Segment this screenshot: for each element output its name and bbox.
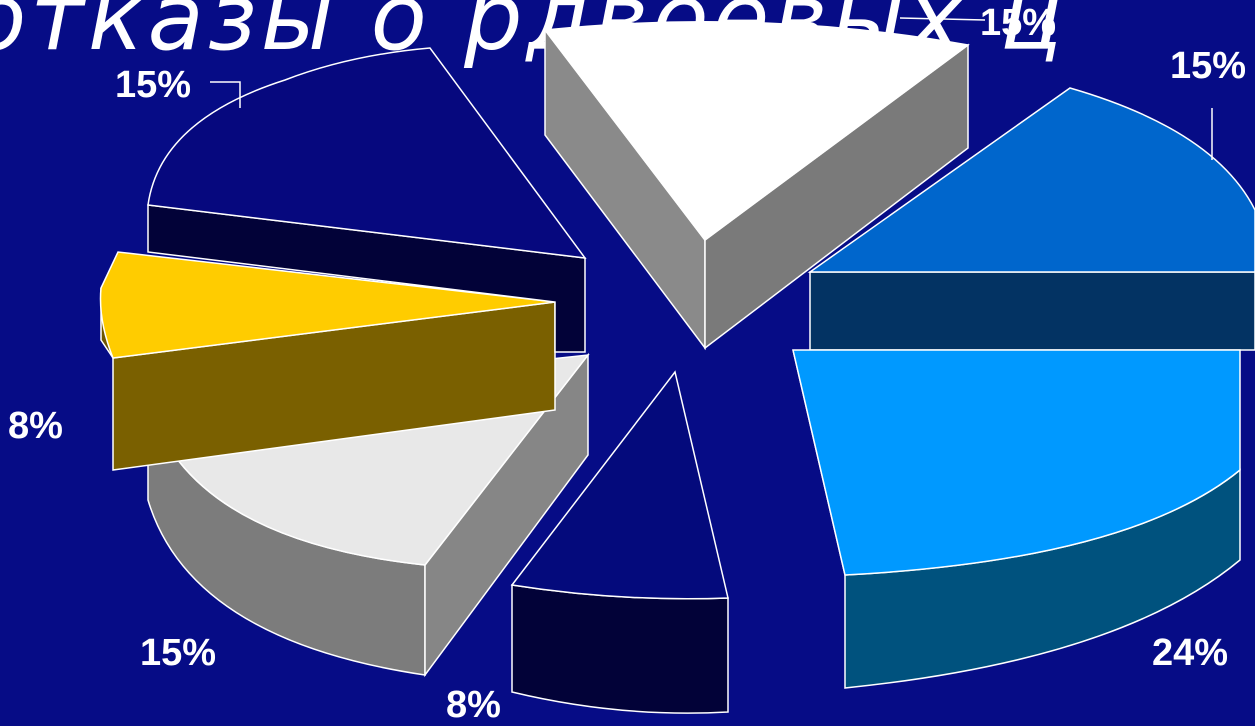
slice-7-leader — [210, 81, 241, 108]
pie-slice-1 — [543, 17, 986, 351]
slice-2-label: 15% — [1170, 45, 1247, 87]
pie-slice-3 — [792, 349, 1241, 689]
pie-slice-2 — [807, 87, 1255, 351]
pie-slice-7 — [147, 47, 587, 353]
slice-3-top — [792, 349, 1241, 576]
pie-slice-6 — [99, 251, 556, 471]
slice-7-label: 15% — [115, 64, 192, 106]
slice-2-side — [809, 271, 1255, 351]
slice-6-top — [99, 251, 556, 359]
slice-6-label: 8% — [8, 405, 63, 447]
slice-4-top — [510, 370, 729, 600]
slice-3-label: 24% — [1152, 632, 1229, 674]
slice-1-top — [543, 21, 970, 242]
pie-slice-4 — [510, 370, 729, 714]
slice-1-label: 15% — [980, 2, 1057, 44]
slice-5-label: 15% — [140, 632, 217, 674]
slice-7-top — [147, 47, 587, 259]
slice-4-side — [511, 584, 729, 714]
slice-2-top — [807, 87, 1255, 273]
slice-4-label: 8% — [446, 684, 501, 726]
slice-1-leader — [899, 17, 986, 21]
